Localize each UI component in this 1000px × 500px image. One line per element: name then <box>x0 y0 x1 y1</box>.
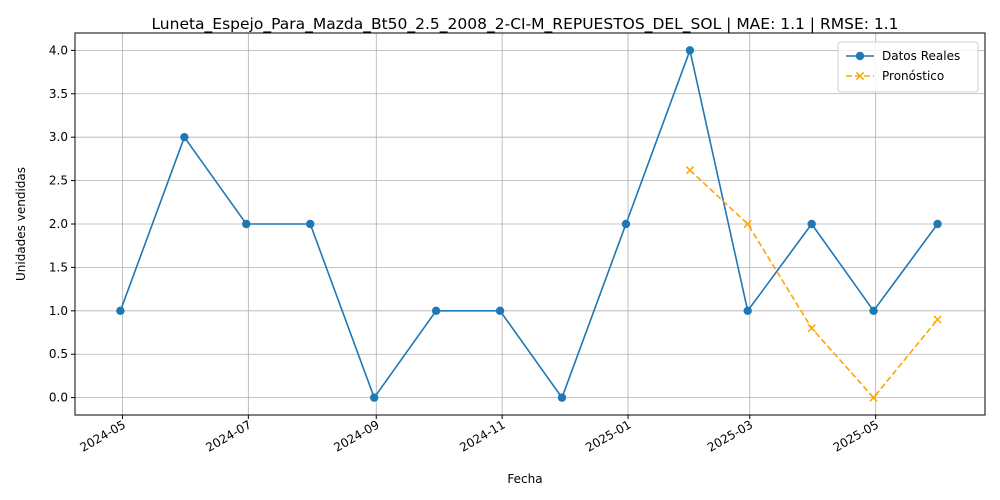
data-point <box>495 306 505 316</box>
legend-marker <box>855 71 865 81</box>
x-tick-label: 2024-09 <box>331 417 381 454</box>
data-point <box>370 393 379 402</box>
y-tick-label: 3.5 <box>49 87 68 101</box>
data-point <box>242 219 251 229</box>
series-line-1 <box>689 169 939 399</box>
data-point <box>807 219 816 229</box>
data-point <box>933 219 942 229</box>
data-point <box>743 306 752 316</box>
forecast-point <box>933 315 942 324</box>
y-tick-label: 0.5 <box>49 347 68 361</box>
x-tick-label: 2024-11 <box>457 417 507 454</box>
data-point <box>557 393 567 402</box>
axis-ticks: 0.0 0.5 1.0 1.5 2.0 2.5 3.0 3.5 4.0 2024-05 2024-0… <box>49 43 881 454</box>
legend-label: Pronóstico <box>882 69 944 83</box>
data-point <box>431 306 441 316</box>
data-point <box>116 306 125 316</box>
x-axis-label: Fecha <box>507 472 542 486</box>
x-tick-label: 2025-05 <box>831 417 881 454</box>
data-point <box>306 219 315 229</box>
legend-label: Datos Reales <box>882 49 960 63</box>
legend: Datos Reales Pronóstico <box>837 41 979 93</box>
forecast-point <box>685 166 695 175</box>
y-tick-label: 3.0 <box>49 130 68 144</box>
data-point <box>685 46 695 55</box>
series-layer <box>116 46 942 402</box>
y-tick-label: 4.0 <box>49 43 68 57</box>
x-tick-label: 2024-05 <box>78 417 128 454</box>
y-axis-label: Unidades vendidas <box>14 167 28 281</box>
y-tick-label: 1.5 <box>49 260 68 274</box>
legend-marker <box>855 51 865 61</box>
x-tick-label: 2024-07 <box>203 417 253 454</box>
forecast-point <box>869 393 878 402</box>
data-point <box>180 132 189 142</box>
x-tick-label: 2025-03 <box>705 417 755 454</box>
data-point <box>869 306 878 316</box>
legend-box <box>837 41 979 93</box>
forecast-point <box>743 219 752 229</box>
y-tick-label: 1.0 <box>49 304 68 318</box>
series-line-0 <box>119 47 939 400</box>
x-tick-label: 2025-01 <box>583 417 633 454</box>
y-tick-label: 0.0 <box>49 391 68 405</box>
forecast-point <box>807 324 816 333</box>
data-point <box>621 219 631 229</box>
y-tick-label: 2.0 <box>49 217 68 231</box>
y-tick-label: 2.5 <box>49 174 68 188</box>
chart-title: Luneta_Espejo_Para_Mazda_Bt50_2.5_2008_2… <box>151 15 898 34</box>
